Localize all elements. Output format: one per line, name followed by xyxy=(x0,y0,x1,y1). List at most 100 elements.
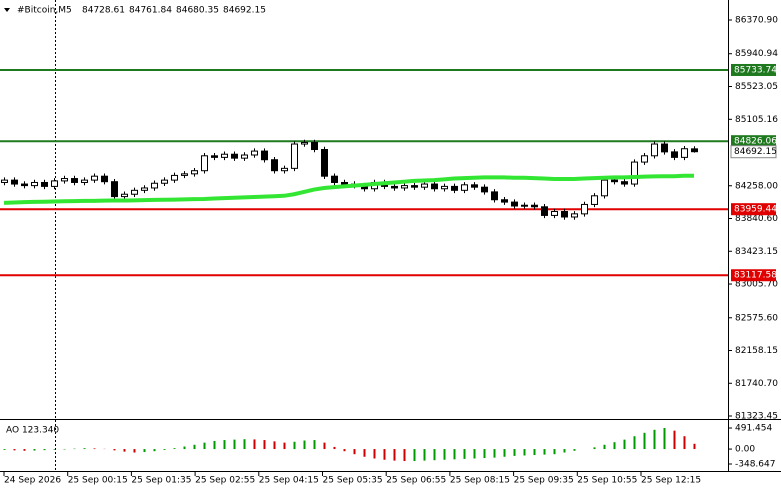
candle-body xyxy=(301,141,308,145)
level-label: 83117.58 xyxy=(734,271,777,281)
level-label: 83959.44 xyxy=(734,205,777,215)
x-tick-label: 25 Sep 00:15 xyxy=(68,476,128,486)
candle-body xyxy=(551,211,558,216)
candle-body xyxy=(221,153,228,158)
candle-body xyxy=(201,155,208,172)
x-tick-label: 25 Sep 02:55 xyxy=(195,476,255,486)
candle-body xyxy=(521,204,528,207)
candle-body xyxy=(101,175,108,183)
y-tick-label: 81323.45 xyxy=(735,412,778,422)
y-tick-label: 85105.16 xyxy=(735,115,778,125)
current-price-label: 84692.15 xyxy=(734,147,777,157)
candle-body xyxy=(11,179,18,185)
candle-body xyxy=(281,167,288,172)
x-tick-label: 25 Sep 01:35 xyxy=(131,476,191,486)
candle-body xyxy=(671,151,678,158)
candle-body xyxy=(191,170,198,175)
current-price-box xyxy=(730,145,777,159)
ao-tick-label: 491.454 xyxy=(735,424,772,434)
moving-average xyxy=(3,173,694,205)
level-label: 84826.06 xyxy=(734,137,777,147)
candle-body xyxy=(401,185,408,189)
candle-body xyxy=(641,155,648,163)
x-tick-label: 25 Sep 04:15 xyxy=(259,476,319,486)
candle-body xyxy=(621,181,628,185)
candle-body xyxy=(501,199,508,203)
level-label-box xyxy=(731,203,776,216)
x-tick-label: 25 Sep 12:15 xyxy=(641,476,701,486)
level-label-box xyxy=(731,63,776,76)
candle-body xyxy=(291,143,298,169)
candle-body xyxy=(391,185,398,189)
candle-body xyxy=(691,148,698,153)
candle-body xyxy=(611,179,618,183)
candle-body xyxy=(1,179,8,183)
candle-body xyxy=(591,195,598,205)
candle-body xyxy=(571,213,578,218)
x-tick-label: 25 Sep 05:35 xyxy=(323,476,383,486)
candle-body xyxy=(81,179,88,183)
candle-body xyxy=(441,185,448,190)
candle-body xyxy=(531,204,538,208)
candle-body xyxy=(261,150,268,161)
candle-body xyxy=(31,181,38,187)
y-tick-label: 83840.60 xyxy=(735,214,778,224)
y-tick-label: 82158.15 xyxy=(735,346,778,356)
candle-body xyxy=(231,153,238,159)
candle-body xyxy=(331,175,338,183)
candle-body xyxy=(141,187,148,191)
candle-body xyxy=(481,186,488,193)
candle-body xyxy=(311,141,318,151)
candle-body xyxy=(241,154,248,159)
y-tick-label: 85523.05 xyxy=(735,82,778,92)
ao-title: AO 123.340 xyxy=(6,426,59,436)
header-close: 84692.15 xyxy=(223,6,266,16)
ao-tick-label: -348.647 xyxy=(735,459,775,469)
candle-body xyxy=(511,201,518,207)
x-tick-label: 25 Sep 10:55 xyxy=(577,476,637,486)
header-low: 84680.35 xyxy=(176,6,219,16)
y-tick-label: 86370.90 xyxy=(735,15,778,25)
candle-body xyxy=(21,183,28,187)
candle-body xyxy=(631,161,638,185)
candle-body xyxy=(41,181,48,187)
y-tick-label: 83423.15 xyxy=(735,247,778,257)
candle-body xyxy=(431,183,438,190)
candle-body xyxy=(341,181,348,185)
candle-body xyxy=(51,180,58,187)
symbol: #Bitcoin,M5 xyxy=(17,6,72,16)
candle-body xyxy=(91,175,98,181)
candle-body xyxy=(421,183,428,188)
level-label-box xyxy=(731,135,776,148)
candle-body xyxy=(411,185,418,188)
candle-body xyxy=(461,184,468,191)
menu-arrow[interactable] xyxy=(4,8,10,12)
level-label-box xyxy=(731,269,776,282)
candle-body xyxy=(451,185,458,191)
candle-body xyxy=(541,206,548,216)
y-tick-label: 84258.00 xyxy=(735,181,778,191)
candle-body xyxy=(71,178,78,183)
level-label: 85733.74 xyxy=(734,65,777,75)
header-open: 84728.61 xyxy=(82,6,125,16)
x-tick-label: 25 Sep 09:35 xyxy=(514,476,574,486)
candle-body xyxy=(681,148,688,158)
x-tick-label: 25 Sep 08:15 xyxy=(450,476,510,486)
candle-body xyxy=(151,182,158,189)
ao-tick-label: 0.00 xyxy=(735,445,755,455)
candle-body xyxy=(661,143,668,153)
candle-body xyxy=(581,203,588,215)
y-tick-label: 85940.94 xyxy=(735,49,778,59)
candle-body xyxy=(321,149,328,177)
candle-body xyxy=(651,143,658,157)
candle-body xyxy=(61,178,68,182)
candle-body xyxy=(251,150,258,156)
candle-body xyxy=(561,211,568,218)
candle-body xyxy=(491,191,498,201)
x-tick-label: 24 Sep 2026 xyxy=(4,476,61,486)
candle-body xyxy=(121,193,128,198)
candle-body xyxy=(271,159,278,172)
candle-body xyxy=(171,174,178,181)
